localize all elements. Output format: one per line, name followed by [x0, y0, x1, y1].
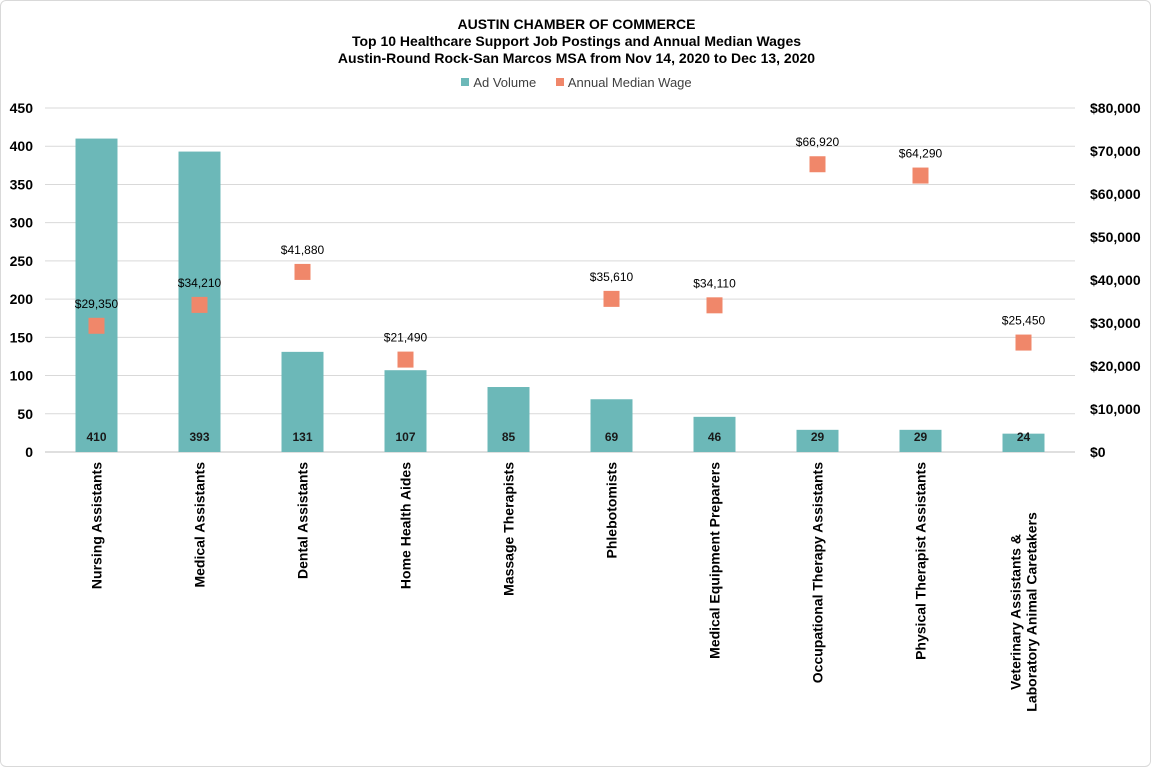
chart-subtitle-line-2: Austin-Round Rock-San Marcos MSA from No…	[337, 50, 816, 66]
x-tick-label-group: Medical Equipment Preparers	[707, 462, 723, 659]
x-tick-label: Home Health Aides	[398, 462, 414, 589]
wage-marker	[1015, 334, 1032, 351]
y-right-tick-label: $20,000	[1090, 358, 1141, 374]
wage-data-label: $35,610	[590, 270, 634, 284]
bar-data-label: 46	[708, 430, 722, 444]
wage-marker	[603, 290, 620, 307]
x-tick-label: Dental Assistants	[295, 462, 311, 579]
x-tick-label: Medical Assistants	[192, 462, 208, 588]
wage-data-label: $34,110	[693, 276, 736, 290]
bar	[384, 370, 427, 452]
y-right-tick-label: $60,000	[1090, 186, 1141, 202]
x-tick-label-group: Physical Therapist Assistants	[913, 462, 929, 660]
wage-data-label: $29,350	[75, 297, 119, 311]
x-tick-label: Laboratory Animal Caretakers	[1024, 512, 1040, 712]
bar-data-label: 69	[605, 430, 619, 444]
legend-item-median-wage: Annual Median Wage	[555, 74, 692, 90]
y-left-tick-label: 200	[10, 291, 34, 307]
bar	[487, 387, 530, 452]
chart-title-block: AUSTIN CHAMBER OF COMMERCE Top 10 Health…	[0, 16, 1153, 67]
x-tick-label: Medical Equipment Preparers	[707, 462, 723, 659]
y-right-tick-label: $40,000	[1090, 272, 1141, 288]
y-left-tick-label: 150	[10, 329, 34, 345]
x-tick-label-group: Dental Assistants	[295, 462, 311, 579]
x-tick-label-group: Veterinary Assistants & Laboratory Animal…	[1008, 512, 1040, 712]
wage-data-label: $66,920	[796, 135, 840, 149]
wage-marker	[294, 263, 311, 280]
x-tick-label: Nursing Assistants	[89, 462, 105, 589]
x-tick-label: Physical Therapist Assistants	[913, 462, 929, 660]
y-left-tick-label: 50	[17, 406, 33, 422]
legend-swatch-ad-volume	[461, 78, 470, 86]
legend-label-median-wage: Annual Median Wage	[567, 74, 692, 90]
y-left-tick-label: 400	[10, 138, 34, 154]
bar-data-label: 131	[292, 430, 312, 444]
wage-data-label: $25,450	[1002, 314, 1046, 328]
y-left-tick-label: 300	[10, 215, 34, 231]
x-tick-label-group: Occupational Therapy Assistants	[810, 462, 826, 683]
y-left-tick-label: 250	[10, 253, 34, 269]
chart-legend: Ad Volume Annual Median Wage	[0, 74, 1153, 90]
bar-data-label: 410	[86, 430, 106, 444]
legend-item-ad-volume: Ad Volume	[461, 75, 536, 90]
x-tick-label-group: Nursing Assistants	[89, 462, 105, 589]
wage-marker	[809, 156, 826, 173]
chart-title: AUSTIN CHAMBER OF COMMERCE	[457, 16, 696, 32]
wage-marker	[706, 297, 723, 314]
x-tick-label-group: Home Health Aides	[398, 462, 414, 589]
wage-marker	[88, 317, 105, 334]
chart-subtitle-line-1: Top 10 Healthcare Support Job Postings a…	[351, 33, 802, 49]
y-left-tick-label: 0	[25, 444, 33, 460]
x-tick-label-group: Massage Therapists	[501, 462, 517, 596]
x-tick-label: Massage Therapists	[501, 462, 517, 596]
y-left-tick-label: 100	[10, 368, 34, 384]
y-left-tick-label: 350	[10, 176, 34, 192]
wage-marker	[912, 167, 929, 184]
wage-data-label: $21,490	[384, 331, 428, 345]
bar	[693, 416, 736, 452]
x-tick-label: Occupational Therapy Assistants	[810, 462, 826, 683]
x-tick-label-group: Medical Assistants	[192, 462, 208, 588]
y-right-tick-label: $50,000	[1090, 229, 1141, 245]
legend-label-ad-volume: Ad Volume	[473, 74, 537, 90]
x-tick-label-group: Phlebotomists	[604, 462, 620, 559]
y-right-tick-label: $30,000	[1090, 315, 1141, 331]
bar	[281, 351, 324, 452]
y-right-tick-label: $10,000	[1090, 401, 1141, 417]
wage-marker	[397, 351, 414, 368]
x-tick-label: Phlebotomists	[604, 462, 620, 559]
y-right-tick-label: $70,000	[1090, 143, 1141, 159]
bar-data-label: 107	[395, 430, 415, 444]
bar	[796, 429, 839, 452]
x-tick-label: Veterinary Assistants &	[1008, 534, 1024, 690]
bar	[75, 138, 118, 453]
bar-data-label: 85	[502, 430, 516, 444]
y-right-tick-label: $0	[1090, 444, 1106, 460]
bar	[899, 429, 942, 452]
wage-data-label: $34,210	[178, 276, 222, 290]
wage-data-label: $41,880	[281, 243, 325, 257]
bar-data-label: 29	[914, 430, 928, 444]
bar-data-label: 24	[1017, 430, 1031, 444]
bar	[1002, 433, 1045, 452]
bar	[590, 399, 633, 452]
bar-data-label: 29	[811, 430, 825, 444]
bar-data-label: 393	[189, 430, 209, 444]
y-right-tick-label: $80,000	[1090, 100, 1141, 116]
wage-marker	[191, 296, 208, 313]
wage-data-label: $64,290	[899, 147, 943, 161]
y-left-tick-label: 450	[10, 100, 34, 116]
legend-swatch-median-wage	[555, 78, 564, 86]
